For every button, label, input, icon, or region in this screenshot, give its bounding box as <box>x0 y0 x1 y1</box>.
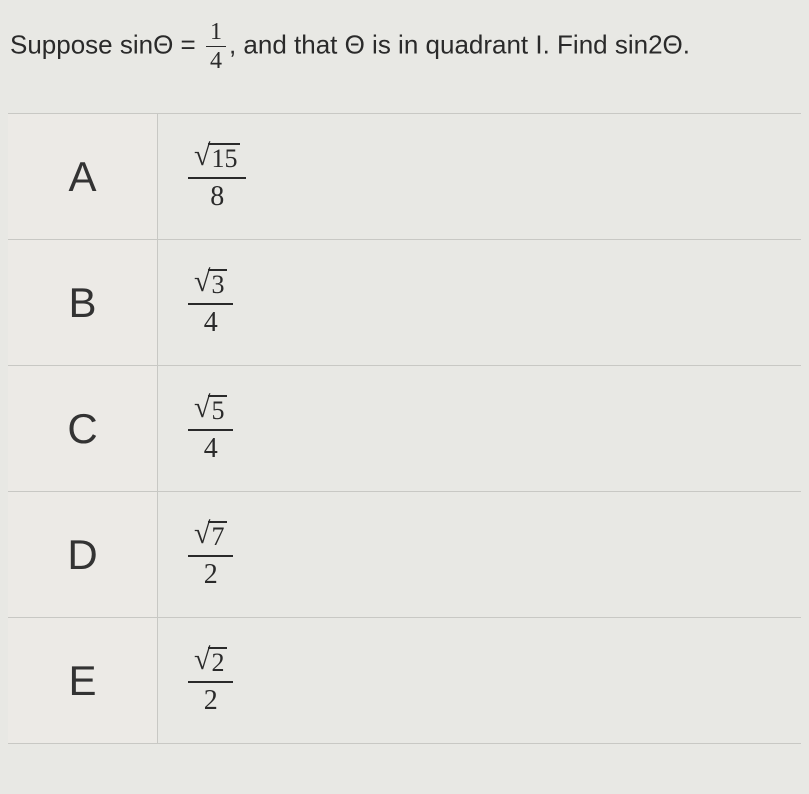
option-fraction: √ 15 8 <box>188 143 246 211</box>
option-value-cell: √ 15 8 <box>158 143 801 211</box>
option-row[interactable]: E √ 2 2 <box>8 618 801 744</box>
option-value-cell: √ 3 4 <box>158 269 801 337</box>
option-denominator: 2 <box>188 683 233 715</box>
option-fraction: √ 5 4 <box>188 395 233 463</box>
option-row[interactable]: C √ 5 4 <box>8 366 801 492</box>
question-fraction: 1 4 <box>206 20 226 73</box>
option-numerator: √ 7 <box>188 521 233 557</box>
radicand: 5 <box>208 395 227 425</box>
option-numerator: √ 5 <box>188 395 233 431</box>
page: Suppose sinΘ = 1 4 , and that Θ is in qu… <box>0 0 809 744</box>
option-fraction: √ 3 4 <box>188 269 233 337</box>
option-value-cell: √ 7 2 <box>158 521 801 589</box>
sqrt-icon: √ 3 <box>194 269 227 299</box>
option-value-cell: √ 5 4 <box>158 395 801 463</box>
option-label: C <box>67 405 97 453</box>
radicand: 7 <box>208 521 227 551</box>
option-label: E <box>68 657 96 705</box>
question-post: , and that Θ is in quadrant I. Find sin2… <box>229 29 690 59</box>
option-row[interactable]: B √ 3 4 <box>8 240 801 366</box>
option-label: D <box>67 531 97 579</box>
option-row[interactable]: D √ 7 2 <box>8 492 801 618</box>
sqrt-icon: √ 2 <box>194 647 227 677</box>
answer-options: A √ 15 8 B <box>8 113 801 744</box>
radicand: 3 <box>208 269 227 299</box>
option-fraction: √ 2 2 <box>188 647 233 715</box>
question-text: Suppose sinΘ = 1 4 , and that Θ is in qu… <box>8 20 801 73</box>
option-label-cell: A <box>8 114 158 239</box>
option-denominator: 4 <box>188 305 233 337</box>
option-label-cell: B <box>8 240 158 365</box>
fraction-denominator: 4 <box>206 47 226 73</box>
sqrt-icon: √ 7 <box>194 521 227 551</box>
sqrt-icon: √ 5 <box>194 395 227 425</box>
option-numerator: √ 3 <box>188 269 233 305</box>
option-label: B <box>68 279 96 327</box>
sqrt-icon: √ 15 <box>194 143 240 173</box>
option-fraction: √ 7 2 <box>188 521 233 589</box>
option-numerator: √ 2 <box>188 647 233 683</box>
option-label-cell: D <box>8 492 158 617</box>
question-pre: Suppose sinΘ = <box>10 29 203 59</box>
option-denominator: 8 <box>188 179 246 211</box>
option-label-cell: E <box>8 618 158 743</box>
option-label: A <box>68 153 96 201</box>
option-numerator: √ 15 <box>188 143 246 179</box>
option-value-cell: √ 2 2 <box>158 647 801 715</box>
radicand: 2 <box>208 647 227 677</box>
option-label-cell: C <box>8 366 158 491</box>
radicand: 15 <box>208 143 240 173</box>
option-denominator: 2 <box>188 557 233 589</box>
fraction-numerator: 1 <box>206 20 226 47</box>
option-row[interactable]: A √ 15 8 <box>8 114 801 240</box>
option-denominator: 4 <box>188 431 233 463</box>
